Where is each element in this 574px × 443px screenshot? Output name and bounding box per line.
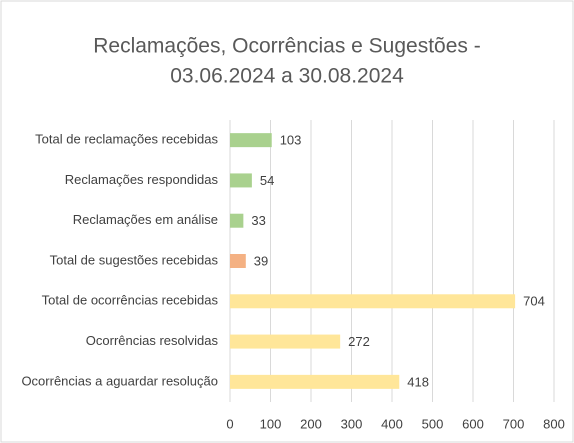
x-tick-label: 400 bbox=[381, 416, 403, 431]
data-label: 39 bbox=[254, 253, 268, 268]
bar bbox=[230, 334, 341, 349]
chart-title: Reclamações, Ocorrências e Sugestões - bbox=[93, 35, 481, 58]
y-tick-label: Ocorrências resolvidas bbox=[86, 333, 219, 348]
x-tick-label: 200 bbox=[300, 416, 322, 431]
data-label: 704 bbox=[523, 294, 545, 309]
bar bbox=[230, 254, 246, 268]
data-label: 272 bbox=[348, 334, 370, 349]
y-tick-label: Total de reclamações recebidas bbox=[35, 132, 218, 147]
x-tick-label: 800 bbox=[543, 416, 565, 431]
bar bbox=[230, 294, 516, 309]
bar bbox=[230, 374, 400, 389]
y-tick-label: Total de sugestões recebidas bbox=[50, 252, 219, 267]
bar bbox=[230, 173, 252, 188]
y-tick-label: Ocorrências a aguardar resolução bbox=[21, 373, 218, 388]
y-tick-label: Reclamações respondidas bbox=[65, 172, 219, 187]
data-label: 54 bbox=[260, 173, 274, 188]
y-tick-label: Total de ocorrências recebidas bbox=[42, 293, 219, 308]
x-tick-label: 300 bbox=[341, 416, 363, 431]
data-label: 103 bbox=[280, 133, 302, 148]
x-tick-label: 500 bbox=[422, 416, 444, 431]
data-label: 33 bbox=[251, 213, 265, 228]
x-tick-label: 700 bbox=[503, 416, 525, 431]
data-label: 418 bbox=[407, 374, 429, 389]
bar bbox=[230, 133, 272, 148]
x-tick-label: 600 bbox=[462, 416, 484, 431]
x-tick-label: 0 bbox=[226, 416, 233, 431]
x-tick-label: 100 bbox=[260, 416, 282, 431]
bar bbox=[230, 213, 244, 228]
chart-title: 03.06.2024 a 30.08.2024 bbox=[170, 65, 404, 88]
y-tick-label: Reclamações em análise bbox=[73, 212, 218, 227]
